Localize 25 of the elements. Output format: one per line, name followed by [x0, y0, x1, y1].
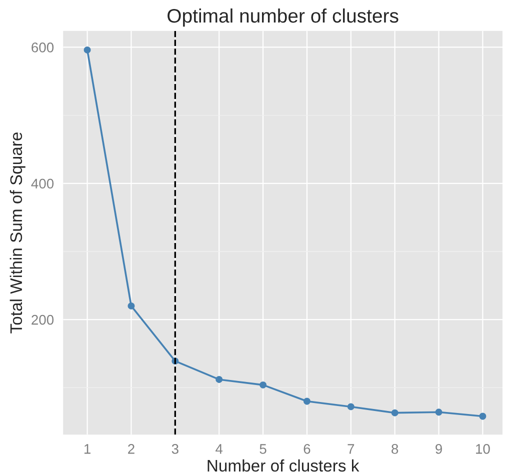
y-tick-label: 200: [32, 314, 54, 325]
x-tick-label: 4: [216, 444, 223, 454]
y-tick-label: 400: [31, 178, 54, 189]
x-tick-label: 6: [304, 444, 310, 454]
x-tick-label: 1: [84, 444, 90, 454]
point: [260, 381, 266, 388]
y-axis-title: Total Within Sum of Square: [10, 132, 26, 334]
x-tick-label: 7: [348, 444, 354, 454]
point: [216, 376, 223, 383]
x-tick-label: 8: [392, 444, 398, 454]
x-axis-title: Number of clusters k: [208, 459, 360, 472]
point: [303, 398, 310, 405]
chart-title: Optimal number of clusters: [168, 8, 398, 27]
point: [479, 412, 486, 420]
point: [128, 302, 135, 310]
x-tick-label: 9: [436, 444, 442, 454]
y-tick-label: 600: [32, 42, 54, 52]
point: [347, 403, 354, 410]
point: [391, 409, 398, 416]
point: [84, 46, 91, 54]
x-tick-label: 2: [128, 444, 134, 454]
x-tick-label: 3: [172, 444, 178, 454]
point: [435, 408, 442, 416]
x-tick-label: 10: [476, 444, 490, 454]
x-tick-label: 5: [260, 444, 266, 454]
